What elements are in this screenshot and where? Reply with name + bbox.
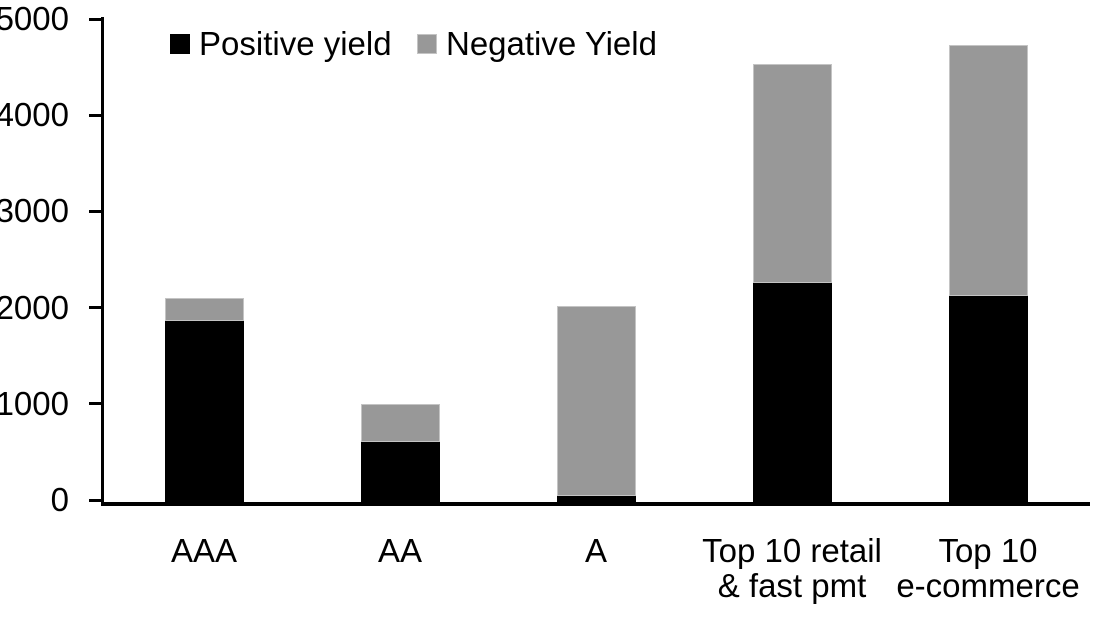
bar-segment-positive xyxy=(556,496,636,502)
y-tick-mark xyxy=(89,17,102,21)
bar-segment-negative xyxy=(360,403,440,443)
bar-segment-negative xyxy=(948,44,1028,297)
bar-segment-positive xyxy=(360,442,440,502)
y-tick-label: 2000 xyxy=(0,288,69,326)
legend-item-positive-yield: Positive yield xyxy=(170,26,392,62)
y-tick-mark xyxy=(89,306,102,310)
y-tick-label: 0 xyxy=(50,481,69,518)
x-axis-label: Top 10 e-commerce xyxy=(896,532,1080,604)
legend-label-positive: Positive yield xyxy=(199,25,392,62)
legend-item-negative-yield: Negative Yield xyxy=(417,26,657,62)
x-axis-label: AA xyxy=(377,532,423,569)
x-axis-label: AAA xyxy=(170,532,238,569)
legend-label-negative: Negative Yield xyxy=(446,25,657,62)
negative-yield-swatch-icon xyxy=(417,34,437,54)
y-tick-label: 4000 xyxy=(0,96,69,134)
bar-segment-positive xyxy=(164,321,244,502)
y-tick-mark xyxy=(89,498,102,502)
x-axis-label: A xyxy=(584,532,607,569)
bar-segment-negative xyxy=(164,297,244,322)
y-tick-label: 1000 xyxy=(0,384,69,422)
bar-segment-positive xyxy=(948,296,1028,502)
y-tick-label: 5000 xyxy=(0,0,69,37)
y-tick-mark xyxy=(89,209,102,213)
x-axis-label: Top 10 retail & fast pmt xyxy=(702,532,882,604)
bar-segment-negative xyxy=(556,305,636,497)
y-tick-mark xyxy=(89,113,102,117)
bar-segment-negative xyxy=(752,64,832,283)
positive-yield-swatch-icon xyxy=(170,34,190,54)
x-axis-line xyxy=(101,502,1090,506)
y-axis-line xyxy=(101,17,104,504)
y-tick-label: 3000 xyxy=(0,192,69,230)
y-tick-mark xyxy=(89,402,102,406)
bar-segment-positive xyxy=(752,282,832,502)
